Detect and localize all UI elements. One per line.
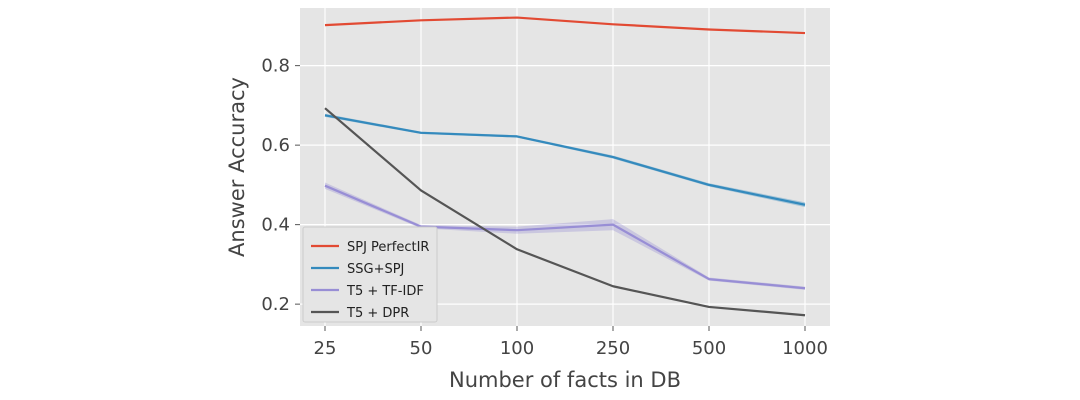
x-ticks: 25 50 100 250 500 1000 <box>314 326 828 359</box>
x-tick-label: 1000 <box>782 338 828 359</box>
y-tick-label: 0.6 <box>261 135 290 156</box>
y-axis-label: Answer Accuracy <box>225 77 249 257</box>
y-ticks: 0.2 0.4 0.6 0.8 <box>261 56 300 315</box>
y-tick-label: 0.8 <box>261 56 290 77</box>
x-tick-label: 50 <box>410 338 433 359</box>
y-tick-label: 0.2 <box>261 294 290 315</box>
legend-box <box>302 226 438 323</box>
x-tick-label: 25 <box>314 338 337 359</box>
grid-lines <box>300 8 830 326</box>
legend-label: T5 + DPR <box>346 306 409 321</box>
x-tick-label: 100 <box>500 338 534 359</box>
series-lines <box>324 16 806 317</box>
series-line <box>324 107 806 317</box>
y-tick-label: 0.4 <box>261 215 290 236</box>
legend-label: SPJ PerfectIR <box>347 240 429 255</box>
x-tick-label: 250 <box>596 338 630 359</box>
legend: SPJ PerfectIR SSG+SPJ T5 + TF-IDF T5 + DPR <box>302 226 438 323</box>
x-tick-label: 500 <box>692 338 726 359</box>
legend-label: SSG+SPJ <box>347 262 404 277</box>
series-line <box>324 184 806 290</box>
x-axis-label: Number of facts in DB <box>449 368 681 392</box>
legend-label: T5 + TF-IDF <box>346 284 424 299</box>
series-line <box>324 114 806 206</box>
confidence-band <box>325 182 805 290</box>
series-line <box>324 16 806 35</box>
